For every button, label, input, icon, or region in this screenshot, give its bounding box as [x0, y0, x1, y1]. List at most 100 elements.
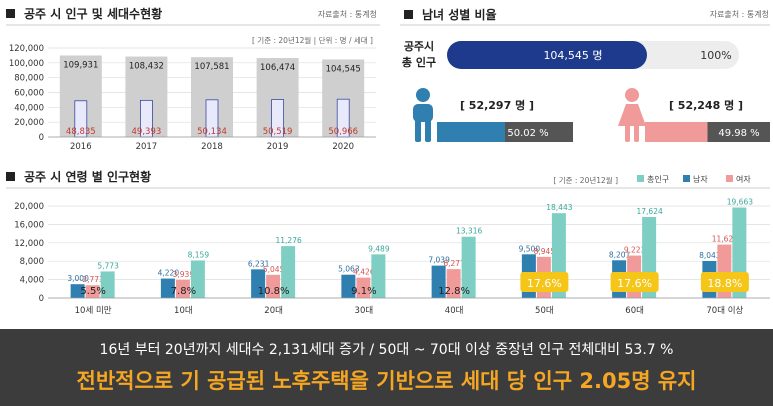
chart3-male-bar: [341, 274, 356, 298]
legend-female-swatch: [726, 175, 733, 182]
chart3-male-bar: [160, 278, 175, 298]
chart3-male-bar: [251, 269, 266, 298]
chart3-female-label: 9,223: [624, 246, 646, 255]
chart3-male-label: 4,220: [158, 269, 180, 278]
chart3-total-label: 5,773: [97, 261, 119, 270]
chart1-household-label: 49,393: [132, 127, 162, 137]
legend-total-swatch: [637, 175, 644, 182]
chart3-male-label: 3,000: [67, 274, 89, 283]
chart1-household-label: 50,966: [328, 127, 358, 137]
chart3-female-label: 4,426: [353, 268, 375, 277]
chart3-share-label: 12.8%: [438, 286, 470, 297]
chart3-male-label: 9,500: [519, 244, 541, 253]
chart3-share-label: 5.5%: [80, 286, 105, 297]
chart3-total-label: 11,276: [276, 236, 302, 245]
chart3-total-label: 13,316: [456, 227, 482, 236]
chart3-total-label: 9,489: [368, 244, 390, 253]
chart3-share-highlight: [610, 272, 659, 292]
chart3-total-label: 17,624: [637, 207, 663, 216]
chart3-female-bar: [266, 274, 281, 298]
panel1-source: 자료출처 : 통계청: [318, 9, 377, 19]
chart3-y-tick-label: 16,000: [14, 220, 44, 230]
chart3-total-label: 19,663: [727, 198, 753, 207]
female-bar-fill: [645, 122, 708, 142]
chart1-y-tick-label: 120,000: [9, 44, 44, 54]
chart3-share-label: 18.8%: [707, 277, 742, 290]
chart3-male-label: 7,039: [428, 256, 450, 265]
chart3-male-bar: [70, 284, 85, 298]
male-percent: 50.02 %: [507, 128, 548, 139]
chart1-x-tick-label: 2019: [267, 142, 289, 152]
chart3-total-bar: [100, 271, 115, 298]
summary-banner: 16년 부터 20년까지 세대수 2,131세대 증가 / 50대 ~ 70대 …: [0, 329, 773, 406]
chart3-female-label: 8,945: [534, 247, 556, 256]
chart1-y-tick-label: 60,000: [14, 89, 44, 99]
chart1-x-tick-label: 2020: [332, 142, 354, 152]
chart1-household-label: 48,835: [66, 127, 96, 137]
chart3-female-bar: [175, 279, 190, 298]
male-count: [ 52,297 명 ]: [460, 98, 534, 112]
chart3-y-tick-label: 0: [39, 294, 44, 304]
chart3-x-tick-label: 40대: [445, 306, 464, 316]
chart1-y-tick-label: 40,000: [14, 103, 44, 113]
panel3-title: 공주 시 연령 별 인구현황: [24, 169, 151, 184]
chart3-share-label: 17.6%: [617, 277, 652, 290]
chart3-x-tick-label: 50대: [535, 306, 554, 316]
chart1-y-tick-label: 100,000: [9, 59, 44, 69]
chart1-population-label: 106,474: [260, 63, 295, 73]
chart3-male-label: 8,201: [609, 250, 631, 259]
panel3-note: [ 기준 : 20년12월 ]: [553, 175, 618, 185]
chart1-y-tick-label: 20,000: [14, 118, 44, 128]
panel2-source: 자료출처 : 통계청: [710, 9, 769, 19]
chart3-male-label: 6,231: [248, 259, 270, 268]
chart3-share-label: 7.8%: [171, 286, 196, 297]
chart3-x-tick-label: 70대 이상: [706, 305, 743, 316]
panel3-title-square-icon: [6, 172, 15, 181]
chart1-household-label: 50,519: [263, 127, 293, 137]
chart3-y-tick-label: 20,000: [14, 202, 44, 212]
summary-line-2: 전반적으로 기 공급된 노후주택을 기반으로 세대 당 인구 2.05명 유지: [76, 369, 697, 393]
panel1-title-square-icon: [6, 9, 15, 18]
panel2-title-square-icon: [404, 10, 413, 19]
chart1-y-tick-label: 80,000: [14, 74, 44, 84]
chart3-female-label: 3,939: [173, 270, 195, 279]
total-value: 104,545 명: [543, 49, 602, 62]
chart3-x-tick-label: 60대: [625, 306, 644, 316]
male-bar-fill: [437, 122, 505, 142]
summary-line-1: 16년 부터 20년까지 세대수 2,131세대 증가 / 50대 ~ 70대 …: [99, 342, 674, 358]
chart3-x-tick-label: 10대: [174, 306, 193, 316]
chart3-female-label: 11,620: [712, 235, 738, 244]
chart3-total-bar: [190, 260, 205, 298]
chart1-population-label: 107,581: [194, 62, 229, 72]
chart1-household-label: 50,134: [197, 127, 227, 137]
panel1-title: 공주 시 인구 및 세대수현황: [24, 6, 162, 21]
total-percent: 100%: [700, 49, 731, 62]
female-count: [ 52,248 명 ]: [669, 98, 743, 112]
legend-male-swatch: [683, 175, 690, 182]
chart3-total-bar: [461, 236, 476, 298]
chart3-total-label: 18,443: [546, 203, 572, 212]
chart3-y-tick-label: 8,000: [20, 257, 44, 267]
legend-total-label: 총인구: [647, 174, 669, 184]
population-household-chart: 0 20,000 40,000 60,000 80,000 100,000 120,000 1…: [9, 44, 376, 152]
chart3-female-bar: [446, 269, 461, 298]
legend-male-label: 남자: [693, 175, 708, 184]
total-gauge-fill: [447, 41, 647, 69]
chart1-y-tick-label: 0: [39, 133, 44, 143]
chart3-x-tick-label: 30대: [355, 306, 374, 316]
chart3-female-label: 2,773: [82, 275, 104, 284]
chart3-x-tick-label: 10세 미만: [75, 306, 112, 316]
legend-female-label: 여자: [736, 174, 751, 184]
chart3-x-tick-label: 20대: [264, 306, 283, 316]
total-label-line1: 공주시: [404, 40, 434, 53]
chart3-share-highlight: [520, 272, 569, 292]
chart3-total-bar: [371, 254, 386, 298]
panel1-note: [ 기준 : 20년12월 | 단위 : 명 / 세대 ]: [252, 35, 373, 45]
male-person-icon: [413, 88, 433, 142]
chart1-population-label: 104,545: [326, 64, 361, 74]
chart1-population-label: 109,931: [63, 60, 98, 70]
panel2-title: 남녀 성별 비율: [422, 7, 497, 22]
chart3-male-label: 5,063: [338, 265, 360, 274]
chart3-share-highlight: [700, 272, 749, 292]
